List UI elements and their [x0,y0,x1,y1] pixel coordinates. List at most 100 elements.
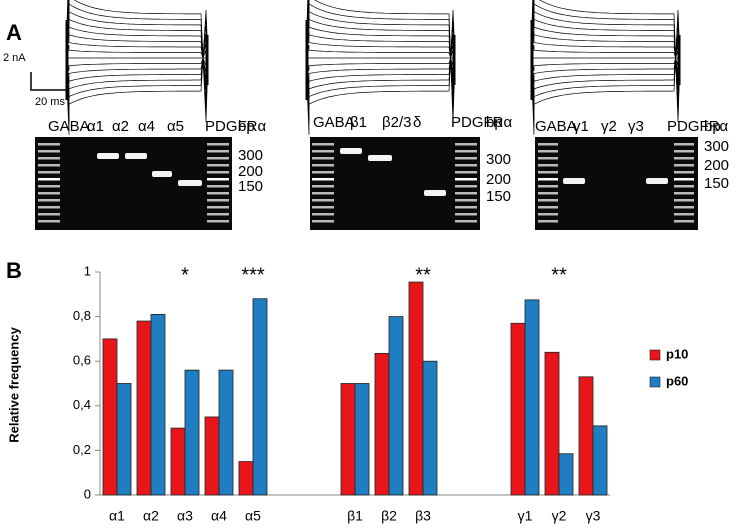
size-label: 200 [486,171,511,188]
current-trace [530,25,681,110]
gel [310,137,480,230]
current-trace [530,0,681,107]
size-label: 300 [486,151,511,168]
lane-label: α2 [112,118,129,135]
current-trace [305,0,456,115]
ladder-band [38,164,60,167]
ladder-band [312,213,334,216]
size-unit: bp [486,114,503,131]
bar [340,383,356,496]
ladder-band [674,164,694,167]
bar [150,313,166,496]
size-label: 200 [704,157,729,174]
lane-label: GABA [48,118,90,135]
ladder-band [455,213,477,216]
y-tick-label: 0 [84,486,91,501]
x-tick-label: β2 [381,508,397,524]
ladder-band [207,178,229,181]
ladder-band [38,171,60,174]
ladder-band [207,171,229,174]
ladder-band [207,164,229,167]
lane-label: α5 [167,118,184,135]
bar [558,453,574,496]
current-trace [65,9,209,135]
ladder-band [455,220,477,223]
current-trace [530,9,681,135]
ladder-band [38,220,60,223]
ladder-band [207,220,229,223]
scale-label: 2 nA [3,52,26,64]
current-trace [65,0,209,99]
lane-label: γ3 [628,118,644,135]
current-trace [530,0,681,99]
ladder-band [455,206,477,209]
current-trace [305,32,456,75]
ladder-band [207,143,229,146]
ladder-band [312,178,334,181]
lane-label: γ1 [573,118,589,135]
current-trace [530,32,681,75]
gel-band [178,180,202,186]
size-label: 150 [704,175,729,192]
ladder-band [538,150,558,153]
size-label: 150 [238,178,263,195]
x-tick-label: α3 [177,508,193,524]
ladder-band [674,192,694,195]
ladder-band [455,164,477,167]
current-trace [65,17,209,123]
panel-label: B [6,258,22,283]
ladder-band [674,199,694,202]
ladder-band [674,150,694,153]
ladder-band [674,206,694,209]
size-label: 300 [238,147,263,164]
bar [238,461,254,496]
bar [354,383,370,496]
bar [510,322,526,496]
x-tick-label: α1 [109,508,125,524]
gel-band [368,155,392,161]
ladder-band [538,199,558,202]
lane-label: α4 [138,118,155,135]
current-trace [530,17,681,123]
bar [136,320,152,496]
significance: * [181,264,189,286]
ladder-band [38,206,60,209]
ladder-band [312,164,334,167]
bar [592,425,608,496]
size-label: 200 [238,163,263,180]
ladder-band [207,199,229,202]
ladder-band [38,178,60,181]
current-trace [65,48,209,71]
current-trace [305,9,456,135]
x-tick-label: γ1 [518,508,533,524]
ladder-band [538,171,558,174]
ladder-band [538,178,558,181]
current-trace [305,0,456,123]
gel [35,137,232,230]
ladder-band [538,220,558,223]
ladder-band [538,213,558,216]
current-trace [65,6,209,91]
ladder-band [455,192,477,195]
gel-band [97,153,119,159]
bar [170,427,186,496]
ladder-band [455,178,477,181]
size-label: 150 [486,188,511,205]
y-axis-label: Relative frequency [6,326,21,442]
ladder-band [38,192,60,195]
scale-bar [30,72,66,91]
lane-label: GABA [535,118,577,135]
current-trace [530,0,681,115]
lane-label: PDGFRα [205,118,267,135]
current-trace [65,0,209,123]
ladder-band [455,171,477,174]
bar [524,299,540,496]
ladder-band [38,199,60,202]
ladder-band [312,143,334,146]
ladder-band [674,213,694,216]
lane-label: PDGFRα [451,114,513,131]
legend-label: p60 [666,373,688,388]
ladder-band [312,192,334,195]
ladder-band [538,164,558,167]
current-trace [530,6,681,91]
